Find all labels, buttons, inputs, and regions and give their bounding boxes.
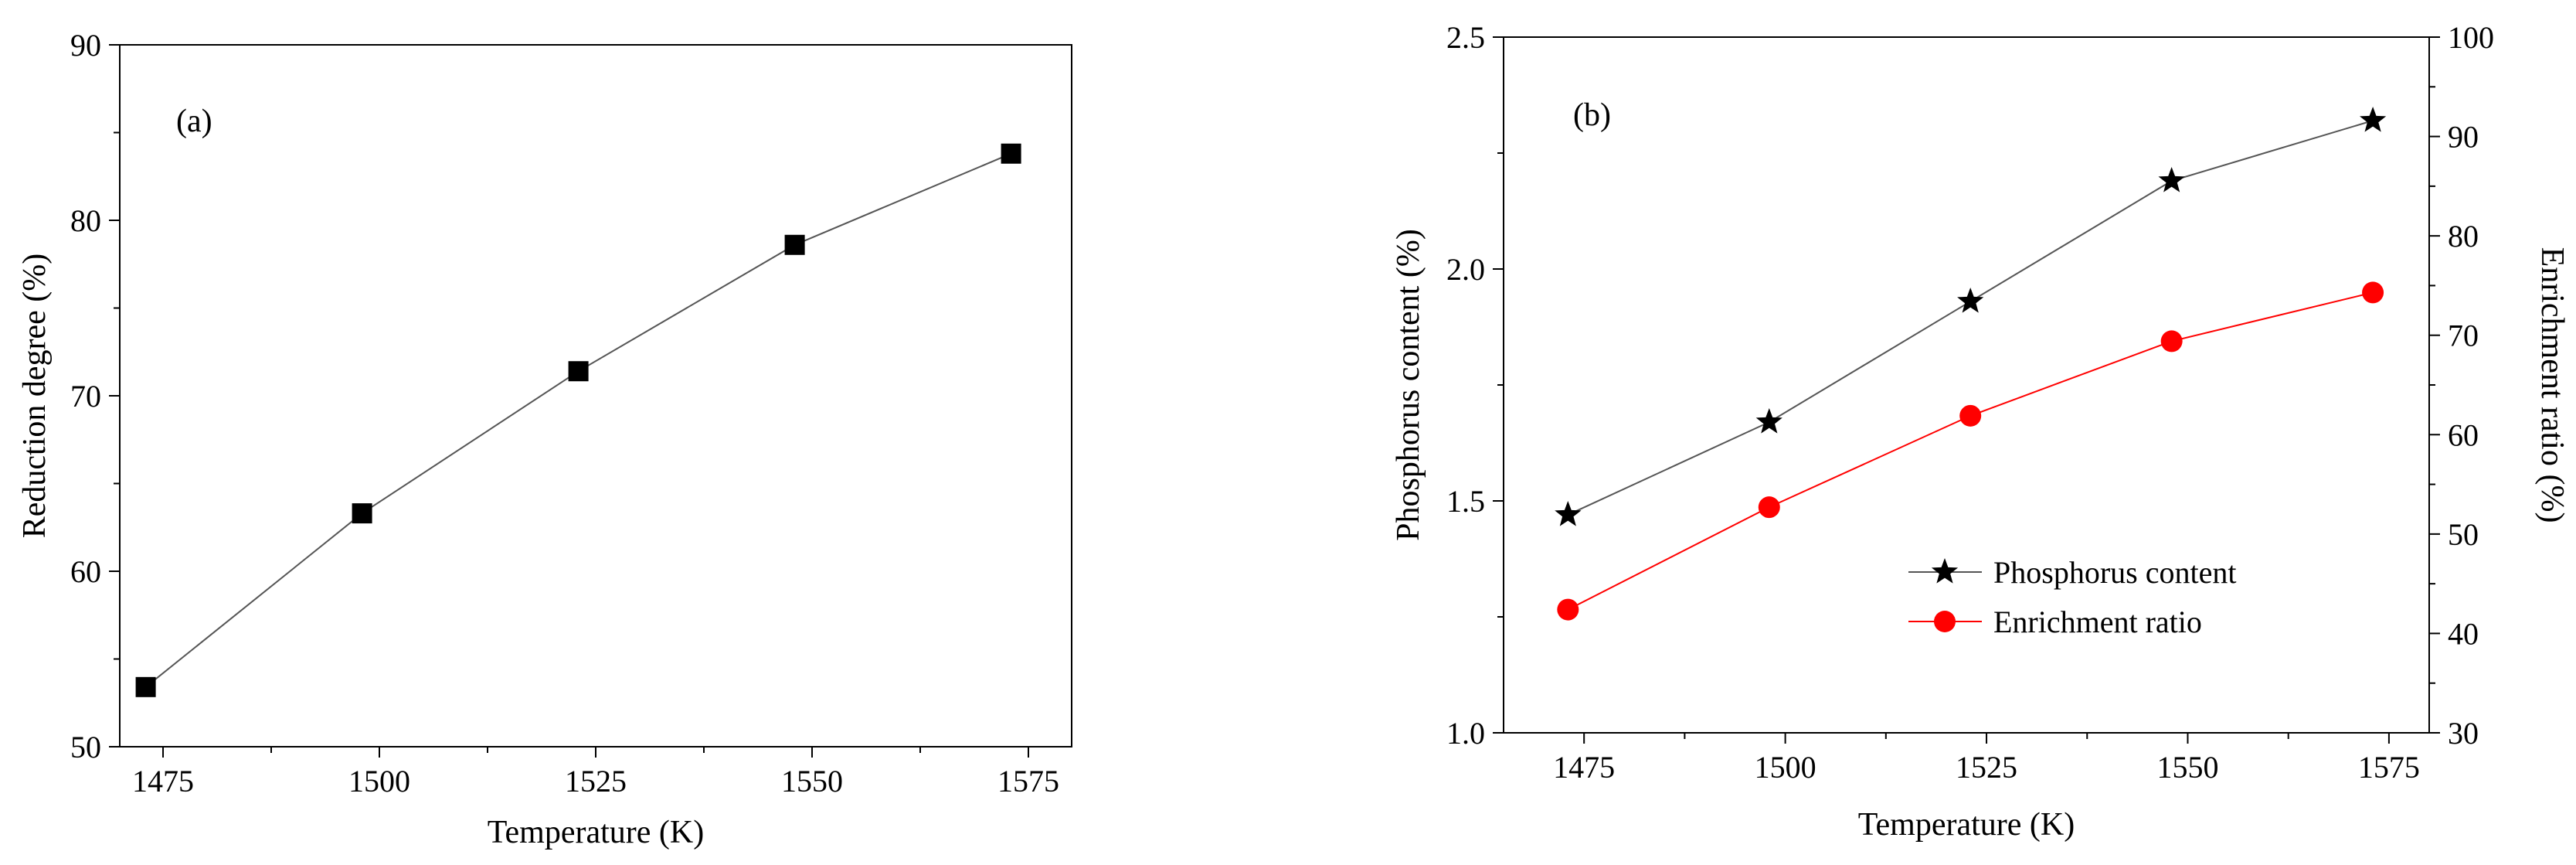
data-point [1758, 496, 1780, 519]
x-tick-label: 1550 [2156, 750, 2218, 785]
y2-tick-label: 60 [2448, 417, 2479, 452]
y-tick-label: 2.0 [1446, 252, 1485, 287]
data-point [2360, 107, 2387, 132]
y-axis-a: 50 60 70 80 90 [70, 28, 120, 765]
y2-tick-label: 70 [2448, 318, 2479, 353]
data-point [135, 676, 156, 697]
y-axis-left-b: 1.0 1.5 2.0 2.5 [1446, 20, 1504, 751]
data-point [784, 234, 805, 255]
y-tick-label: 80 [70, 203, 101, 238]
legend-label: Enrichment ratio [1993, 604, 2202, 639]
data-point [1557, 598, 1579, 621]
series-line [144, 152, 1011, 688]
series-line [1567, 120, 2374, 516]
y-tick-label: 60 [70, 554, 101, 589]
x-axis-b: 1475 1500 1525 1550 1575 [1553, 733, 2420, 785]
x-tick-label: 1575 [2358, 750, 2420, 785]
series-line [1567, 291, 2374, 611]
panel-label-a: (a) [176, 104, 212, 139]
y2-tick-label: 50 [2448, 517, 2479, 552]
x-tick-label: 1525 [565, 764, 627, 799]
data-point [1755, 408, 1782, 434]
series-lines-b [1567, 120, 2374, 611]
x-tick-label: 1475 [132, 764, 194, 799]
y-tick-label: 1.5 [1446, 484, 1485, 519]
data-point [2362, 281, 2384, 304]
y2-tick-label: 90 [2448, 120, 2479, 155]
data-point [352, 503, 372, 524]
y-tick-label: 50 [70, 730, 101, 765]
chart-b: 1475 1500 1525 1550 1575 1.0 1.5 2.0 2.5 30 40 50… [1391, 20, 2570, 843]
y2-tick-label: 80 [2448, 219, 2479, 254]
x-tick-label: 1575 [997, 764, 1059, 799]
x-tick-label: 1500 [1755, 750, 1816, 785]
data-point [2158, 167, 2185, 192]
legend-label: Phosphorus content [1993, 555, 2236, 590]
y-tick-label: 70 [70, 379, 101, 414]
series-lines-a [144, 152, 1011, 688]
data-point [568, 361, 589, 382]
data-point [1001, 143, 1021, 164]
x-tick-label: 1475 [1553, 750, 1615, 785]
y-tick-label: 90 [70, 28, 101, 63]
data-point [1959, 404, 1982, 427]
x-axis-title-b: Temperature (K) [1858, 807, 2075, 843]
y-axis-right-b: 30 40 50 60 70 80 90 100 [2429, 20, 2494, 751]
x-axis-title-a: Temperature (K) [488, 815, 704, 850]
panel-label-b: (b) [1573, 97, 1611, 133]
data-point [1555, 501, 1582, 526]
y2-tick-label: 40 [2448, 616, 2479, 651]
y-axis-title-a: Reduction degree (%) [17, 254, 53, 539]
x-tick-label: 1500 [348, 764, 410, 799]
legend-marker [1934, 611, 1956, 632]
y-axis-title-right-b: Enrichment ratio (%) [2534, 247, 2570, 523]
y-axis-title-left-b: Phosphorus content (%) [1391, 229, 1426, 541]
series-markers-a [135, 143, 1021, 697]
x-tick-label: 1525 [1956, 750, 2017, 785]
legend-marker [1931, 558, 1959, 584]
series-markers-b [1555, 107, 2387, 621]
legend-b: Phosphorus content Enrichment ratio [1908, 555, 2236, 639]
y-tick-label: 1.0 [1446, 716, 1485, 751]
data-point [1957, 288, 1984, 313]
y-tick-label: 2.5 [1446, 20, 1485, 55]
data-point [2160, 330, 2183, 352]
x-axis-a: 1475 1500 1525 1550 1575 [132, 747, 1059, 799]
chart-a: 1475 1500 1525 1550 1575 50 60 70 80 90 (a) Temp… [17, 28, 1072, 850]
plot-frame-b [1503, 36, 2430, 734]
plot-frame-a [119, 44, 1072, 748]
x-tick-label: 1550 [781, 764, 843, 799]
y2-tick-label: 30 [2448, 716, 2479, 751]
y2-tick-label: 100 [2448, 20, 2494, 55]
